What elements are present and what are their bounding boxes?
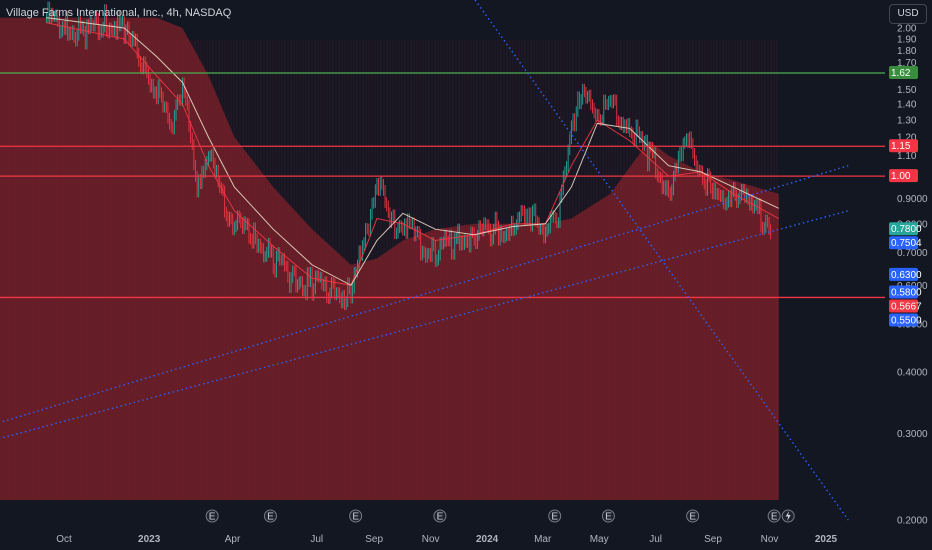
lightning-icon-glyph	[785, 511, 791, 521]
price-tick-label: 0.3000	[897, 429, 928, 440]
time-tick-label: May	[590, 534, 609, 545]
shaded-band-area	[0, 17, 779, 501]
earnings-marker[interactable]: E	[767, 509, 781, 523]
price-label-text: 1.62	[891, 68, 911, 79]
interval-label[interactable]: 4h,	[166, 7, 182, 19]
currency-button[interactable]: USD	[889, 4, 927, 24]
earnings-marker-label: E	[771, 512, 778, 523]
price-label-badge	[889, 236, 918, 250]
price-label-badge	[889, 267, 918, 281]
price-tick-label: 1.50	[897, 85, 917, 96]
time-tick-label: 2023	[138, 534, 161, 545]
time-tick-label: Sep	[365, 534, 383, 545]
time-tick-label: Jul	[310, 534, 323, 545]
price-tick-label: 0.4000	[897, 367, 928, 378]
price-tick-label: 2.00	[897, 24, 917, 35]
price-label-text: 1.00	[891, 171, 911, 182]
trend-lines-layer[interactable]	[0, 0, 849, 521]
trend-line	[0, 165, 849, 424]
earnings-marker-label: E	[551, 512, 558, 523]
earnings-marker-circle	[548, 509, 562, 523]
price-label-badge	[889, 299, 918, 313]
earnings-marker-label: E	[352, 512, 359, 523]
earnings-marker[interactable]: E	[548, 509, 562, 523]
price-tick-label: 0.7000	[897, 248, 928, 259]
earnings-marker-circle	[686, 509, 700, 523]
price-tick-label: 1.80	[897, 46, 917, 57]
moving-average-layer	[46, 17, 780, 286]
earnings-marker-circle	[601, 509, 615, 523]
earnings-marker-label: E	[209, 512, 216, 523]
time-tick-label: Jul	[649, 534, 662, 545]
earnings-marker[interactable]: E	[263, 509, 277, 523]
time-tick-label: Nov	[422, 534, 440, 545]
earnings-marker-circle	[205, 509, 219, 523]
time-tick-label: Nov	[761, 534, 779, 545]
earnings-marker-label: E	[267, 512, 274, 523]
earnings-marker-label: E	[437, 512, 444, 523]
earnings-marker-circle	[767, 509, 781, 523]
price-label-badge	[889, 313, 918, 327]
price-label-text: 0.6300	[891, 270, 922, 281]
price-axis-area[interactable]	[885, 0, 932, 526]
shaded-band-layer	[0, 17, 779, 501]
price-label-badge	[889, 222, 918, 236]
trend-line	[474, 0, 849, 521]
price-label-text: 0.5500	[891, 316, 922, 327]
price-label-text: 0.7800	[891, 224, 922, 235]
earnings-marker[interactable]: E	[349, 509, 363, 523]
price-tick-label: 0.2000	[897, 516, 928, 527]
price-label-text: 0.5667	[891, 302, 922, 313]
price-tick-label: 1.90	[897, 34, 917, 45]
earnings-marker[interactable]: E	[205, 509, 219, 523]
earnings-marker-circle	[433, 509, 447, 523]
earnings-marker-circle	[263, 509, 277, 523]
lightning-icon[interactable]	[781, 509, 795, 523]
time-tick-label: Oct	[56, 534, 72, 545]
time-axis-area[interactable]	[0, 526, 932, 550]
time-tick-label: Apr	[225, 534, 241, 545]
price-label-badge	[889, 285, 918, 299]
price-tick-label: 0.9000	[897, 194, 928, 205]
time-tick-label: 2025	[815, 534, 838, 545]
price-label-badge	[889, 169, 918, 183]
price-label-text: 0.5800	[891, 288, 922, 299]
price-labels: 1.62 1.15 1.00 0.7800 0.7504 0.6300 0.5800 0.56…	[889, 66, 922, 327]
earnings-marker-label: E	[605, 512, 612, 523]
time-axis[interactable]: Oct 2023 Apr Jul Sep Nov 2024 Mar May Jul Sep Nov 20…	[56, 534, 837, 545]
price-tick-label: 1.30	[897, 116, 917, 127]
ma-long-line	[46, 17, 779, 286]
exchange-label: NASDAQ	[184, 7, 232, 19]
time-tick-label: Sep	[704, 534, 722, 545]
horizontal-lines-layer[interactable]	[0, 72, 885, 299]
price-label-text: 1.15	[891, 141, 911, 152]
ma-short-line	[46, 22, 780, 286]
earnings-marker-label: E	[689, 512, 696, 523]
symbol-name: Village Farms International, Inc.,	[6, 7, 164, 19]
chart-title: Village Farms International, Inc., 4h, NAS…	[6, 7, 234, 19]
candle-layer	[45, 1, 772, 311]
earnings-marker[interactable]: E	[686, 509, 700, 523]
price-tick-label: 1.10	[897, 151, 917, 162]
price-tick-label: 1.20	[897, 133, 917, 144]
price-tick-label: 1.70	[897, 58, 917, 69]
price-label-badge	[889, 139, 918, 153]
earnings-marker-circle	[349, 509, 363, 523]
price-label-badge	[889, 66, 918, 80]
price-tick-label: 1.40	[897, 100, 917, 111]
time-tick-label: Mar	[534, 534, 552, 545]
earnings-marker[interactable]: E	[601, 509, 615, 523]
price-label-text: 0.7504	[891, 238, 922, 249]
time-tick-label: 2024	[476, 534, 499, 545]
earnings-marker[interactable]: E	[433, 509, 447, 523]
